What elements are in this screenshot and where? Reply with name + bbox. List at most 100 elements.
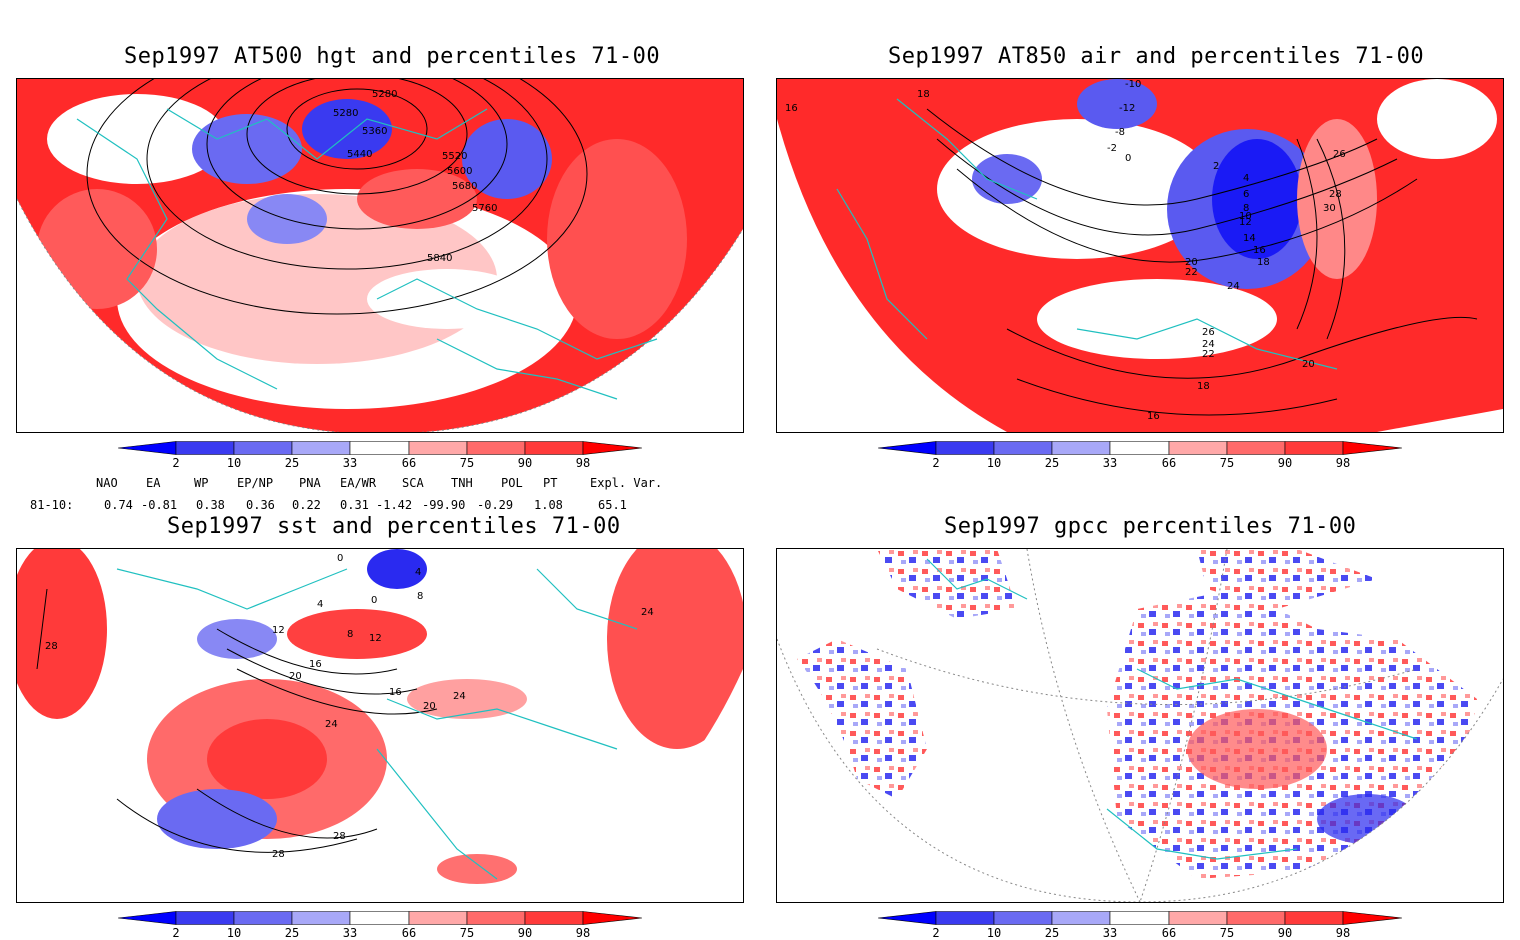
contour-label: 5360 [362,126,387,137]
colorbar-gpcc-svg [877,911,1403,925]
contour-label: 12 [272,625,285,636]
colorbar-segment [466,441,526,455]
colorbar-segment [524,911,584,925]
colorbar-tick-label: 25 [284,456,300,470]
contour-label: 20 [1185,257,1198,268]
contour-label: 8 [347,629,353,640]
contour-label: 26 [1202,327,1215,338]
index-row-label: 81-10: [30,498,74,512]
colorbar-segment [1109,911,1170,925]
map-panel-hgt: 5280 5280 5360 5440 5520 5600 5680 5760 … [16,78,744,433]
index-value: 0.74 [104,498,133,512]
contour-label: 18 [1197,381,1210,392]
contour-label: 4 [1243,173,1249,184]
contour-label: 5840 [427,253,452,264]
colorbar-tick-label: 66 [1161,456,1177,470]
contour-label: 20 [289,671,302,682]
colorbar-tick-label: 75 [1219,456,1235,470]
colorbar-segment [349,441,410,455]
index-value: -0.81 [141,498,178,512]
contour-label: 24 [1202,339,1215,350]
contour-label: 5600 [447,166,472,177]
contour-label: 24 [1227,281,1240,292]
contour-label: 16 [1147,411,1160,422]
colorbar-segment [349,911,410,925]
colorbar-tick-label: 90 [517,456,533,470]
contour-label: 22 [1202,349,1215,360]
contour-label: 24 [641,607,654,618]
map-air: -10 -12 -8 -2 0 2 4 6 8 10 12 14 16 18 2… [777,79,1503,432]
colorbar-segment [1226,441,1286,455]
contour-label: 24 [325,719,338,730]
colorbar-tick-label: 33 [1102,926,1118,940]
contour-label: 22 [1185,267,1198,278]
map-gpcc [777,549,1503,902]
contour-label: 16 [389,687,402,698]
index-header: EA/WR [340,476,377,490]
map-sst: 0 4 8 12 16 20 24 28 28 28 24 24 20 16 1… [17,549,743,902]
colorbar-tick-label: 2 [172,456,180,470]
contour-label: 8 [417,591,423,602]
colorbar-segment [117,911,177,925]
contour-label: 0 [371,595,377,606]
panel-title-sst: Sep1997 sst and percentiles 71-00 [167,514,621,539]
colorbar-segment [993,911,1053,925]
contour-label: -2 [1107,143,1117,154]
colorbar-tick-label: 98 [575,926,591,940]
contour-label: 5280 [372,89,397,100]
colorbar-segment [1284,911,1344,925]
contour-label: 8 [1243,203,1249,214]
colorbar-tick-label: 98 [1335,456,1351,470]
colorbar-segment [1051,441,1111,455]
colorbar-tick-label: 10 [986,926,1002,940]
index-value: 65.1 [598,498,627,512]
colorbar-air [877,440,1403,455]
contour-label: 28 [1329,189,1342,200]
contour-labels-sst: 0 4 8 12 16 20 24 28 28 28 24 24 20 16 1… [45,553,654,860]
contour-label: -10 [1125,79,1141,90]
index-header: WP [194,476,209,490]
map-hgt: 5280 5280 5360 5440 5520 5600 5680 5760 … [17,79,743,432]
index-header: SCA [402,476,424,490]
colorbar-tick-label: 66 [1161,926,1177,940]
index-header: NAO [96,476,118,490]
colorbar-tick-label: 10 [226,456,242,470]
colorbar-segment [408,441,468,455]
panel-title-air: Sep1997 AT850 air and percentiles 71-00 [888,44,1425,69]
colorbar-tick-label: 66 [401,926,417,940]
contour-label: 5760 [472,203,497,214]
colorbar-segment [582,911,643,925]
contour-label: 28 [272,849,285,860]
contour-label: 16 [785,103,798,114]
contour-label: 0 [337,553,343,564]
colorbar-segment [175,911,235,925]
colorbar-segment [582,441,643,455]
colorbar-segment [877,441,937,455]
contour-label: 24 [453,691,466,702]
index-value: 0.22 [292,498,321,512]
colorbar-segment [1168,911,1228,925]
contour-label: 2 [1213,161,1219,172]
index-value: 0.36 [246,498,275,512]
colorbar-segment [175,441,235,455]
contour-label: -8 [1115,127,1125,138]
contour-label: 12 [1239,217,1252,228]
contour-label: 28 [333,831,346,842]
index-header: PT [543,476,558,490]
map-panel-sst: 0 4 8 12 16 20 24 28 28 28 24 24 20 16 1… [16,548,744,903]
colorbar-tick-label: 2 [932,456,940,470]
colorbar-tick-label: 2 [172,926,180,940]
colorbar-segment [233,911,293,925]
map-panel-gpcc [776,548,1504,903]
colorbar-segment [233,441,293,455]
colorbar-gpcc [877,910,1403,925]
colorbar-segment [877,911,937,925]
index-value: -1.42 [376,498,413,512]
contour-label: 10 [1239,211,1252,222]
colorbar-segment [524,441,584,455]
index-value: -0.29 [477,498,514,512]
index-value: 0.31 [340,498,369,512]
contour-label: 28 [45,641,58,652]
colorbar-segment [1342,441,1403,455]
contour-label: -12 [1119,103,1135,114]
